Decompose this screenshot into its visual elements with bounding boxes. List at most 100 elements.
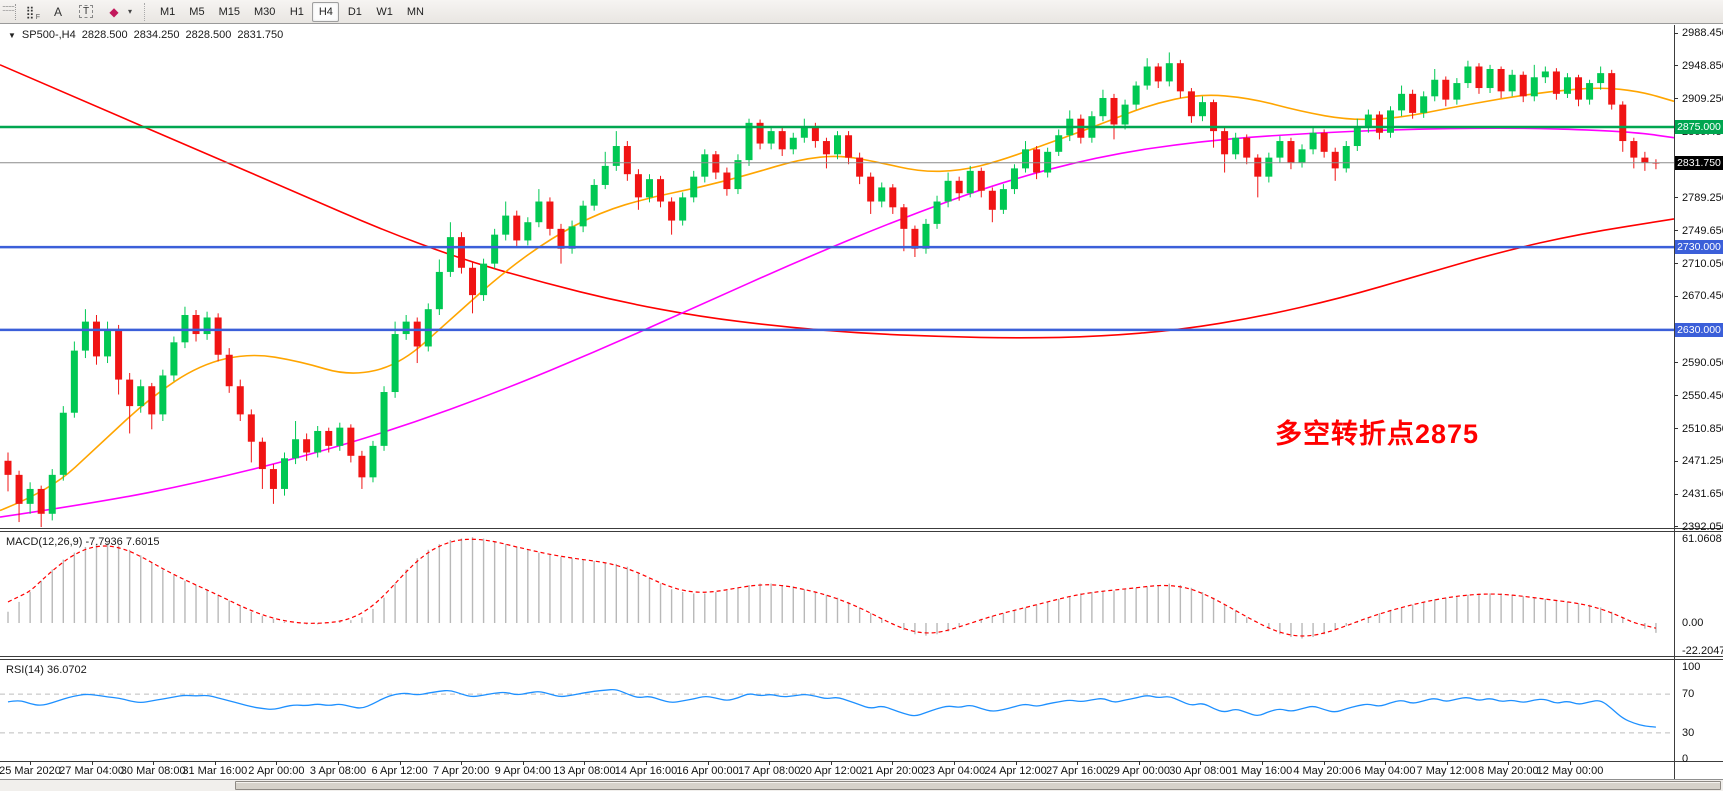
timeframe-mn-button[interactable]: MN bbox=[406, 5, 424, 18]
price-tick bbox=[1674, 230, 1678, 232]
time-tick bbox=[954, 761, 955, 765]
toolbar-drag-handle[interactable]: :::::::: bbox=[2, 3, 16, 20]
timeframe-m1-button[interactable]: M1 bbox=[160, 5, 176, 18]
time-axis-line bbox=[0, 761, 1723, 762]
price-tick-label: 2510.850 bbox=[1682, 422, 1723, 435]
price-tick-label: 2670.450 bbox=[1682, 290, 1723, 303]
price-tick bbox=[1674, 362, 1678, 364]
time-label: 9 Apr 04:00 bbox=[494, 765, 551, 777]
time-label: 30 Mar 08:00 bbox=[120, 765, 186, 777]
price-tick-label: 2909.250 bbox=[1682, 92, 1723, 105]
annotation-text: 多空转折点2875 bbox=[1275, 419, 1480, 449]
time-label: 25 Mar 2020 bbox=[0, 765, 61, 777]
rsi-30-label: 30 bbox=[1682, 726, 1695, 739]
text-tool-icon[interactable]: T bbox=[73, 2, 99, 22]
price-tick-label: 2471.250 bbox=[1682, 455, 1723, 468]
time-label: 12 May 00:00 bbox=[1536, 765, 1604, 777]
price-badge-2730.000: 2730.000 bbox=[1675, 240, 1723, 255]
time-label: 23 Apr 04:00 bbox=[922, 765, 986, 777]
time-label: 16 Apr 00:00 bbox=[676, 765, 739, 777]
time-label: 27 Apr 16:00 bbox=[1045, 765, 1109, 777]
price-tick bbox=[1674, 263, 1678, 265]
price-tick-label: 2431.650 bbox=[1682, 488, 1723, 501]
time-tick bbox=[214, 761, 216, 765]
timeframe-h1-button[interactable]: H1 bbox=[289, 5, 304, 18]
time-tick bbox=[1385, 761, 1387, 765]
label-tool-icon[interactable]: A bbox=[45, 2, 71, 22]
panel-separator bbox=[0, 531, 1723, 532]
price-badge-2875.000: 2875.000 bbox=[1675, 119, 1723, 134]
text-glyph: T bbox=[78, 5, 94, 18]
chart-header: ▼ SP500-,H4 2828.500 2834.250 2828.500 2… bbox=[8, 29, 283, 41]
panel-separator[interactable] bbox=[0, 656, 1723, 657]
price-tick-label: 2789.250 bbox=[1682, 191, 1723, 204]
rsi-header: RSI(14) 36.0702 bbox=[6, 664, 87, 676]
time-label: 6 May 04:00 bbox=[1354, 765, 1416, 777]
timeframe-m30-button[interactable]: M30 bbox=[253, 5, 276, 18]
time-tick bbox=[153, 761, 155, 765]
macd-signal-line bbox=[7, 538, 1657, 637]
price-tick bbox=[1674, 526, 1678, 528]
price-tick-label: 2550.450 bbox=[1682, 389, 1723, 402]
macd-max-label: 61.0608 bbox=[1682, 533, 1722, 545]
price-tick bbox=[1674, 460, 1678, 462]
time-tick bbox=[1015, 761, 1017, 765]
chart-area[interactable]: ▼ SP500-,H4 2828.500 2834.250 2828.500 2… bbox=[0, 25, 1723, 791]
time-tick bbox=[1262, 761, 1263, 765]
time-tick bbox=[1077, 761, 1079, 765]
price-tick-label: 2590.050 bbox=[1682, 356, 1723, 369]
time-tick bbox=[584, 761, 586, 765]
label-glyph: A bbox=[53, 4, 62, 19]
time-label: 20 Apr 12:00 bbox=[799, 765, 862, 777]
price-tick bbox=[1674, 428, 1678, 430]
shapes-dropdown-caret[interactable]: ▾ bbox=[128, 7, 138, 16]
toolbar: :::::::: ⣿ F A T ◆ ▾ M1 M5 M15 M30 H1 H4… bbox=[0, 0, 1723, 24]
grid-sub-label: F bbox=[35, 13, 40, 21]
time-tick bbox=[707, 761, 709, 765]
time-label: 24 Apr 12:00 bbox=[984, 765, 1047, 777]
time-tick bbox=[830, 761, 832, 765]
price-tick bbox=[1674, 32, 1678, 34]
price-tick-label: 2948.850 bbox=[1682, 59, 1723, 72]
time-label: 2 Apr 00:00 bbox=[248, 765, 305, 777]
panel-separator[interactable] bbox=[0, 528, 1723, 529]
price-axis-line bbox=[1674, 25, 1675, 779]
time-label: 29 Apr 00:00 bbox=[1107, 765, 1170, 777]
timeframe-m5-button[interactable]: M5 bbox=[189, 5, 205, 18]
price-tick bbox=[1674, 98, 1678, 100]
collapse-icon[interactable]: ▼ bbox=[8, 30, 16, 40]
price-badge-2831.750: 2831.750 bbox=[1675, 155, 1723, 170]
time-label: 8 May 20:00 bbox=[1478, 765, 1539, 777]
freehand-tool-icon[interactable]: ⣿ F bbox=[17, 2, 43, 22]
time-label: 14 Apr 16:00 bbox=[614, 765, 678, 777]
macd-histogram bbox=[7, 537, 1657, 639]
time-label: 21 Apr 20:00 bbox=[861, 765, 924, 777]
time-tick bbox=[892, 761, 894, 765]
time-tick bbox=[30, 761, 31, 765]
scrollbar-thumb[interactable] bbox=[235, 781, 1721, 790]
time-tick bbox=[522, 761, 524, 765]
time-tick bbox=[91, 761, 93, 765]
shapes-tool-icon[interactable]: ◆ bbox=[101, 2, 127, 22]
time-tick bbox=[276, 761, 278, 765]
horizontal-scrollbar[interactable] bbox=[0, 779, 1723, 791]
candlestick-series bbox=[4, 52, 1660, 528]
macd-header: MACD(12,26,9) -7.7936 7.6015 bbox=[6, 536, 160, 548]
macd-min-label: -22.2047 bbox=[1682, 645, 1723, 657]
timeframe-w1-button[interactable]: W1 bbox=[376, 5, 393, 18]
time-label: 1 May 16:00 bbox=[1231, 765, 1293, 777]
time-label: 4 May 20:00 bbox=[1293, 765, 1354, 777]
price-badge-2630.000: 2630.000 bbox=[1675, 322, 1723, 337]
timeframe-m15-button[interactable]: M15 bbox=[218, 5, 240, 18]
caret-glyph: ▾ bbox=[128, 7, 133, 16]
timeframe-h4-button[interactable]: H4 bbox=[312, 1, 340, 22]
timeframe-d1-button[interactable]: D1 bbox=[347, 5, 362, 18]
grid-glyph: ⣿ bbox=[25, 4, 35, 19]
price-tick bbox=[1674, 493, 1678, 495]
time-tick bbox=[399, 761, 401, 765]
rsi-70-label: 70 bbox=[1682, 688, 1695, 701]
time-tick bbox=[338, 761, 339, 765]
time-tick bbox=[1323, 761, 1325, 765]
shapes-glyph: ◆ bbox=[109, 4, 119, 19]
